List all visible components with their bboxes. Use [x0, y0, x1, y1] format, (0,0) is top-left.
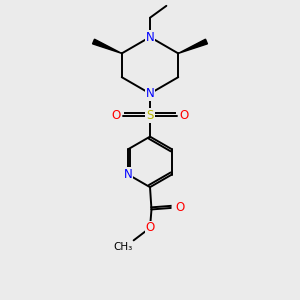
Text: N: N: [146, 87, 154, 100]
Text: S: S: [146, 109, 154, 122]
Text: O: O: [180, 109, 189, 122]
Text: O: O: [175, 202, 184, 214]
Text: N: N: [146, 31, 154, 44]
Polygon shape: [92, 39, 122, 53]
Text: O: O: [146, 221, 154, 234]
Text: N: N: [124, 168, 133, 181]
Text: O: O: [111, 109, 120, 122]
Polygon shape: [178, 39, 208, 53]
Text: CH₃: CH₃: [113, 242, 132, 252]
